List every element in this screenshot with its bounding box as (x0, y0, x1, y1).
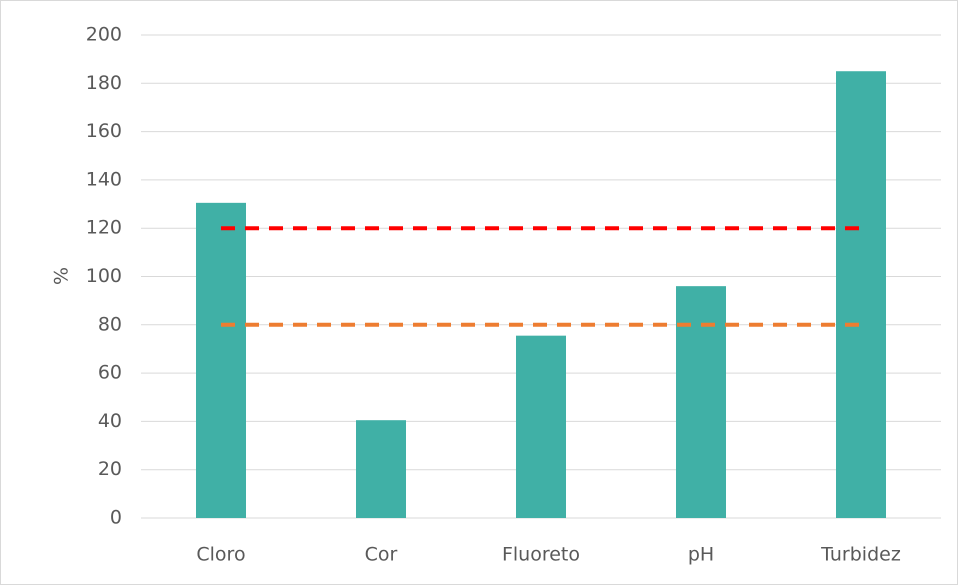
bar (676, 286, 726, 518)
y-tick-label: 20 (98, 458, 122, 480)
x-tick-label: pH (688, 544, 714, 566)
y-tick-label: 40 (98, 410, 122, 432)
y-tick-label: 120 (86, 217, 122, 239)
y-tick-label: 80 (98, 313, 122, 335)
bar (356, 420, 406, 518)
y-tick-label: 0 (110, 507, 122, 529)
bar (836, 71, 886, 518)
y-tick-label: 180 (86, 72, 122, 94)
y-tick-label: 160 (86, 120, 122, 142)
y-axis-label: % (51, 267, 73, 285)
y-tick-label: 200 (86, 24, 122, 46)
y-tick-label: 100 (86, 265, 122, 287)
y-tick-label: 140 (86, 168, 122, 190)
x-tick-label: Cloro (196, 544, 245, 566)
bar (516, 335, 566, 518)
bar (196, 202, 246, 518)
x-tick-label: Turbidez (820, 544, 901, 566)
x-tick-label: Fluoreto (502, 544, 580, 566)
x-tick-label: Cor (365, 544, 398, 566)
y-tick-label: 60 (98, 362, 122, 384)
